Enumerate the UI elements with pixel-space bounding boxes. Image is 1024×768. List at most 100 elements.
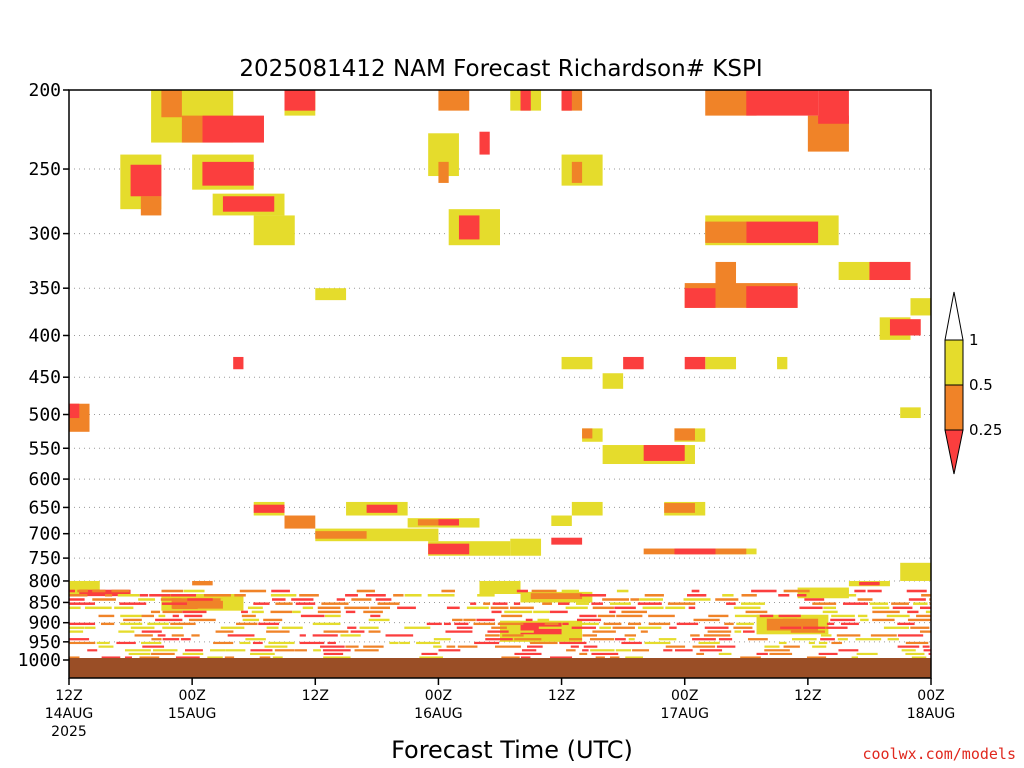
ri-cell	[114, 606, 134, 610]
ri-cell	[320, 645, 345, 648]
ri-cell	[354, 649, 379, 652]
ri-cell	[570, 645, 579, 648]
ri-cell	[724, 622, 734, 626]
ri-cell	[141, 614, 155, 618]
ri-cell	[565, 594, 574, 597]
ri-cell	[275, 602, 293, 605]
y-tick-label: 650	[28, 497, 61, 518]
ri-cell	[116, 641, 136, 645]
ri-cell	[485, 638, 513, 641]
ri-cell	[692, 645, 716, 648]
ri-cell	[250, 649, 273, 652]
ri-cell	[140, 196, 162, 216]
ri-cell	[684, 356, 706, 370]
ri-cell	[746, 90, 819, 116]
ri-cell	[836, 634, 861, 637]
ri-cell	[171, 634, 184, 637]
ri-cell	[162, 626, 183, 629]
ri-cell	[446, 606, 460, 610]
ri-cell	[202, 161, 254, 186]
y-tick-label: 750	[28, 548, 61, 569]
ri-cell	[130, 164, 162, 197]
ri-cell	[172, 606, 198, 610]
ri-cell	[872, 618, 895, 622]
ri-cell	[550, 656, 573, 659]
ri-cell	[69, 638, 90, 641]
ri-cell	[253, 215, 295, 246]
ri-cell	[869, 261, 911, 281]
ri-cell	[98, 614, 115, 618]
ri-cell	[916, 614, 931, 618]
ri-cell	[171, 598, 223, 609]
ri-cell	[69, 598, 85, 601]
ri-cell	[483, 602, 491, 605]
ri-cell	[366, 504, 398, 513]
ri-cell	[104, 594, 113, 597]
ri-cell	[602, 373, 624, 389]
ri-cell	[312, 634, 338, 637]
ri-cell	[458, 215, 480, 240]
ri-cell	[508, 630, 534, 633]
ri-cell	[155, 618, 183, 622]
ri-cell	[638, 626, 662, 629]
ri-cell	[404, 626, 431, 629]
ri-cell	[756, 652, 768, 656]
ri-cell	[270, 610, 293, 614]
colorbar-legend: 1 0.5 0.25	[944, 291, 1002, 475]
ri-cell	[624, 634, 637, 637]
ri-cell	[901, 649, 916, 652]
ri-cell	[551, 537, 583, 545]
ri-cell	[300, 614, 325, 618]
ri-cell	[648, 622, 671, 626]
ri-cell	[344, 606, 370, 610]
ri-cell	[907, 610, 919, 614]
ri-cell	[783, 645, 800, 648]
ri-cell	[699, 649, 723, 652]
ri-cell	[928, 652, 931, 656]
ri-cell	[292, 610, 301, 614]
ri-cell	[602, 598, 630, 601]
ri-cell	[466, 606, 489, 610]
y-tick-label: 800	[28, 571, 61, 592]
colorbar-bottom-arrow	[944, 429, 964, 475]
ri-cell	[687, 594, 707, 597]
ri-cell	[835, 594, 857, 597]
ri-cell	[69, 594, 88, 597]
ri-cell	[621, 610, 647, 614]
ri-cell	[818, 589, 825, 593]
ri-cell	[69, 630, 84, 633]
ri-cell	[609, 602, 631, 605]
ri-cell	[516, 589, 528, 593]
ri-cell	[792, 638, 817, 641]
ri-cell	[579, 614, 597, 618]
ri-cell	[746, 221, 819, 243]
ri-cell	[676, 622, 699, 626]
ri-cell	[812, 602, 837, 605]
ri-cell	[92, 598, 116, 601]
ri-cell	[85, 606, 112, 610]
ri-cell	[883, 626, 910, 629]
ri-cell	[128, 652, 151, 656]
ri-cell	[610, 656, 620, 659]
ri-cell	[905, 652, 925, 656]
ri-cell	[533, 610, 550, 614]
ri-cell	[117, 594, 140, 597]
ri-cell	[315, 288, 347, 301]
ri-cell	[872, 610, 900, 614]
ri-cell	[322, 649, 351, 652]
x-tick-label: 00Z	[671, 688, 698, 704]
ri-cell	[220, 626, 245, 629]
ri-cell	[683, 598, 711, 601]
ri-cell	[454, 622, 469, 626]
ri-cell	[457, 645, 478, 648]
ri-cell	[501, 614, 523, 618]
ri-cell	[799, 606, 823, 610]
ri-cell	[69, 641, 96, 645]
credit-link[interactable]: coolwx.com/models	[862, 745, 1016, 763]
ri-cell	[693, 618, 720, 622]
ri-cell	[345, 645, 359, 648]
ri-cell	[242, 618, 260, 622]
ri-cell	[826, 589, 849, 593]
ri-cell	[263, 618, 283, 622]
ri-cell	[69, 606, 81, 610]
